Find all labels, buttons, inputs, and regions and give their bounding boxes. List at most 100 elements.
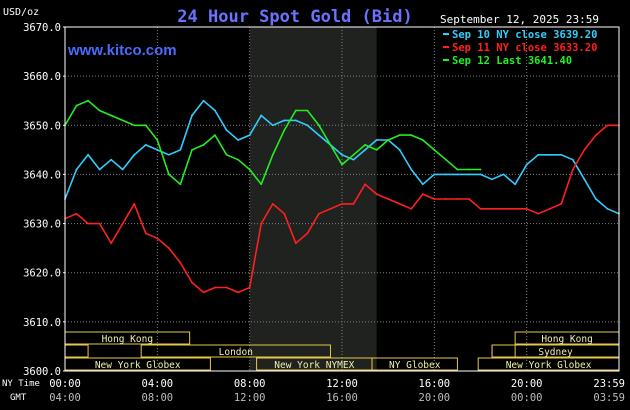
- data-point: [595, 134, 597, 137]
- chart-date: September 12, 2025 23:59: [440, 13, 599, 26]
- data-point: [98, 168, 101, 171]
- y-tick-label: 3670.0: [23, 22, 61, 34]
- data-point: [387, 139, 390, 141]
- y-tick-label: 3640.0: [23, 169, 61, 181]
- data-point: [191, 281, 193, 284]
- data-point: [502, 207, 505, 210]
- data-point: [398, 148, 401, 151]
- data-point: [75, 104, 78, 107]
- data-point: [248, 168, 251, 171]
- data-point: [491, 207, 493, 210]
- data-point: [398, 134, 401, 137]
- y-tick-label: 3650.0: [23, 120, 61, 132]
- data-point: [329, 207, 332, 210]
- x-tick-label-ny: 08:00: [234, 378, 266, 390]
- data-point: [502, 173, 505, 176]
- x-tick-label-ny: 23:59: [593, 378, 625, 390]
- data-point: [479, 168, 482, 171]
- data-point: [456, 168, 459, 171]
- data-point: [456, 198, 459, 200]
- data-point: [110, 242, 113, 245]
- x-axis-ny-time-label: NY Time: [2, 379, 40, 389]
- data-point: [248, 286, 251, 289]
- data-point: [144, 232, 147, 235]
- data-point: [329, 144, 332, 146]
- data-point: [421, 183, 424, 186]
- data-point: [75, 168, 78, 171]
- x-tick-label-ny: 00:00: [49, 378, 81, 390]
- data-point: [202, 144, 205, 146]
- data-point: [133, 203, 136, 205]
- data-point: [260, 114, 263, 117]
- session-label: New York NYMEX: [274, 360, 354, 371]
- data-point: [352, 158, 355, 161]
- data-point: [87, 99, 89, 102]
- data-point: [214, 134, 216, 137]
- data-point: [318, 134, 320, 137]
- data-point: [537, 153, 540, 156]
- data-point: [548, 153, 551, 156]
- data-point: [133, 153, 136, 156]
- data-point: [364, 148, 366, 151]
- plot-border: [64, 26, 620, 372]
- data-point: [525, 207, 528, 210]
- x-tick-label-gmt: 00:00: [511, 392, 543, 404]
- data-point: [571, 158, 574, 161]
- legend-entry: Sep 12 Last 3641.40: [452, 55, 572, 67]
- data-point: [248, 134, 251, 137]
- data-point: [364, 144, 366, 146]
- data-point: [341, 203, 343, 205]
- data-point: [156, 237, 159, 240]
- data-point: [121, 168, 124, 171]
- data-point: [479, 207, 482, 210]
- data-point: [318, 124, 320, 127]
- session-label: London: [219, 347, 253, 358]
- legend-entry: Sep 10 NY close 3639.20: [452, 29, 597, 41]
- chart-title: 24 Hour Spot Gold (Bid): [177, 7, 412, 27]
- data-point: [468, 173, 470, 176]
- data-point: [375, 193, 378, 195]
- data-point: [179, 183, 182, 186]
- data-point: [444, 158, 447, 161]
- data-point: [98, 222, 101, 225]
- data-point: [156, 148, 159, 151]
- data-point: [318, 212, 320, 215]
- data-point: [468, 168, 470, 171]
- data-point: [225, 129, 228, 132]
- data-point: [410, 134, 413, 137]
- x-tick-label-ny: 12:00: [326, 378, 358, 390]
- y-tick-label: 3600.0: [23, 366, 61, 378]
- data-point: [421, 139, 424, 141]
- data-point: [237, 291, 240, 294]
- data-point: [260, 183, 263, 186]
- data-point: [271, 124, 274, 127]
- x-tick-label-gmt: 20:00: [419, 392, 451, 404]
- data-point: [479, 173, 482, 176]
- data-point: [110, 158, 113, 161]
- data-point: [283, 119, 286, 122]
- data-point: [606, 124, 609, 127]
- market-session-bars: Hong Kong London New York Globex New York N…: [64, 331, 620, 371]
- data-point: [225, 286, 228, 289]
- data-point: [560, 203, 563, 205]
- data-point: [433, 198, 436, 200]
- x-tick-label-ny: 16:00: [419, 378, 451, 390]
- data-point: [456, 173, 459, 176]
- data-point: [121, 119, 124, 122]
- data-point: [341, 153, 343, 156]
- x-axis-tick-labels: 00:00 04:00 04:00 08:00 08:00 12:00 12:00 16:00…: [49, 378, 625, 404]
- data-point: [571, 168, 574, 171]
- data-point: [237, 139, 240, 141]
- data-point: [237, 158, 240, 161]
- data-point: [167, 153, 170, 156]
- data-point: [341, 163, 343, 166]
- data-point: [167, 173, 170, 176]
- data-point: [306, 124, 309, 127]
- session-label: Hong Kong: [541, 334, 592, 345]
- y-axis-tick-labels: 3670.0 3660.0 3650.0 3640.0 3630.0 3620.0 3610…: [23, 22, 65, 378]
- data-point: [294, 119, 297, 122]
- data-point: [214, 109, 216, 112]
